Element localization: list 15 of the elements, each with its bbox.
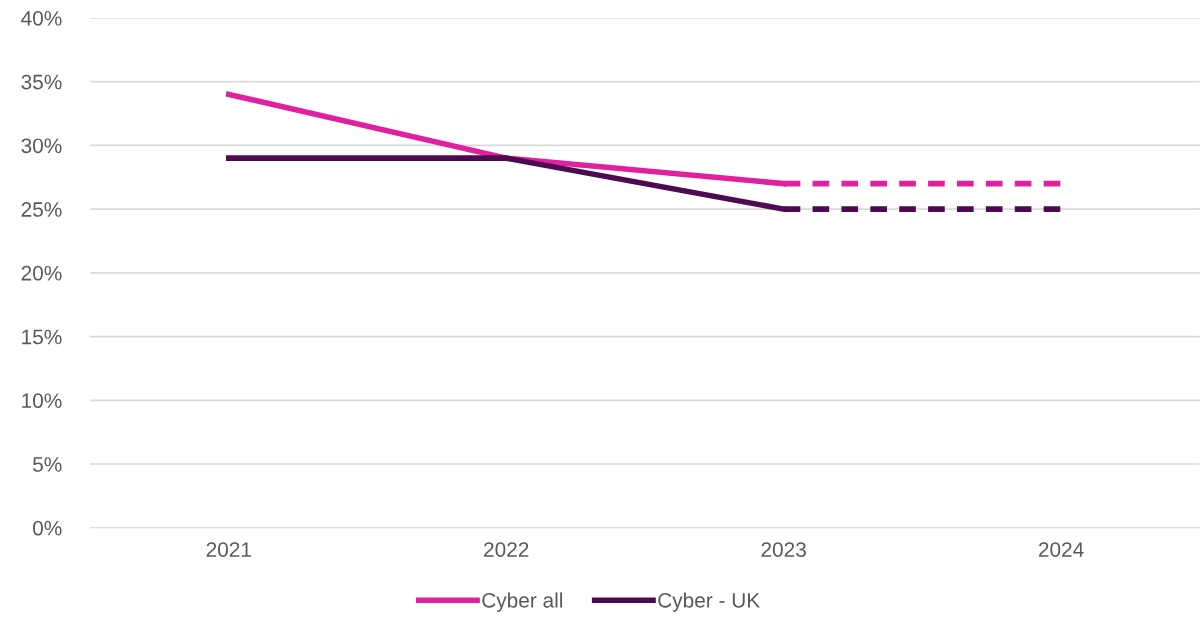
y-tick-label: 20%	[21, 265, 62, 281]
y-tick-label: 10%	[22, 393, 62, 409]
y-tick-label: 5%	[33, 457, 62, 472]
x-tick-label: 2024	[1038, 542, 1084, 557]
x-tick-label: 2023	[761, 542, 806, 557]
y-tick-label: 25%	[21, 202, 62, 217]
y-tick-label: 35%	[21, 74, 62, 90]
y-tick-label: 0%	[33, 520, 62, 536]
y-tick-label: 30%	[21, 138, 62, 154]
legend-label: Cyber all	[482, 592, 563, 612]
x-tick-label: 2021	[206, 542, 251, 557]
y-tick-label: 15%	[22, 329, 62, 345]
y-tick-label: 40%	[21, 10, 62, 26]
x-tick-label: 2022	[484, 542, 529, 557]
legend-label: Cyber - UK	[658, 592, 760, 612]
